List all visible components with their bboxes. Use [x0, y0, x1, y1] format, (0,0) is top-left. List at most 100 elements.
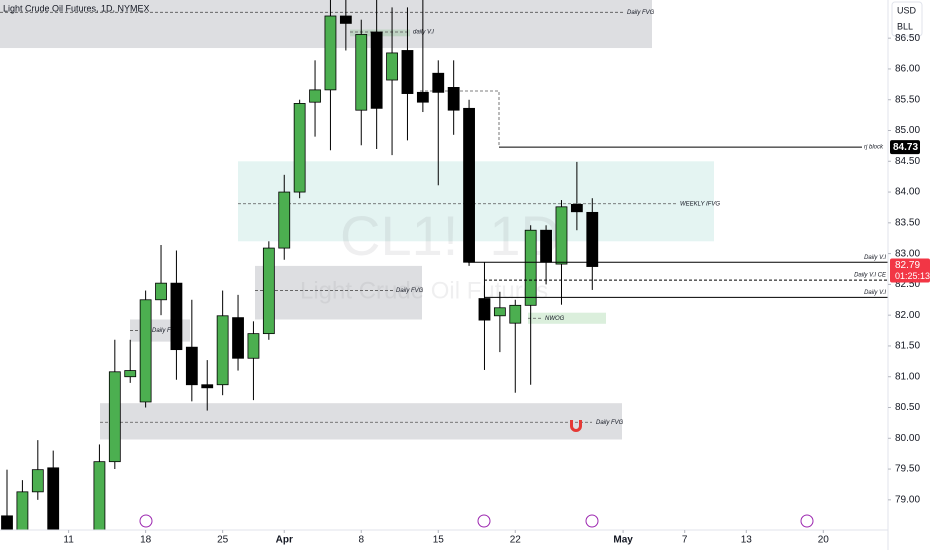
- candle-body: [355, 34, 368, 111]
- candle-body: [524, 229, 537, 306]
- level-label: Daily V.I: [864, 255, 886, 261]
- y-tick-label: 79.50: [895, 464, 920, 475]
- x-tick-label: 25: [217, 535, 229, 546]
- x-tick-label: 18: [140, 535, 152, 546]
- price-tag: [890, 140, 920, 155]
- event-icons: [139, 514, 814, 528]
- zone-label: WEEKLY IFVG: [680, 201, 720, 207]
- y-tick-label: 81.00: [895, 371, 920, 382]
- candle-body: [401, 50, 414, 94]
- event-icon: [139, 514, 153, 528]
- y-tick-label: 80.00: [895, 433, 920, 444]
- y-tick-label: 83.50: [895, 217, 920, 228]
- zone: [238, 161, 714, 242]
- candle-body: [185, 346, 198, 386]
- y-tick-label: 85.50: [895, 94, 920, 105]
- candle-body: [447, 87, 460, 111]
- candle-body: [1, 515, 13, 530]
- candle-body: [493, 307, 506, 317]
- x-tick-label: 20: [818, 535, 830, 546]
- y-tick-label: 84.50: [895, 156, 920, 167]
- x-tick-label: 11: [63, 535, 74, 546]
- zone-label: Daily FVG: [596, 420, 624, 426]
- y-tick-label: 79.00: [895, 494, 920, 505]
- level-label: Daily V.I CE: [854, 273, 887, 279]
- candle-body: [586, 211, 599, 267]
- unit[interactable]: BLL: [897, 21, 913, 31]
- x-tick-label: 15: [433, 535, 445, 546]
- magnet: [570, 420, 582, 432]
- candle-body: [216, 315, 229, 386]
- candle-body: [93, 461, 106, 530]
- connector: [420, 90, 500, 147]
- candle-body: [170, 282, 183, 351]
- level-label: rj block: [864, 145, 884, 151]
- x-tick-label: Apr: [276, 535, 293, 546]
- candle-body: [278, 191, 291, 249]
- candle-body: [262, 247, 275, 335]
- axes: 84.73 79.00 79.50 80.00 80.50 81.00 81.50 82.00…: [63, 33, 930, 546]
- x-tick-label: 7: [682, 535, 688, 546]
- y-tick-label: 86.50: [895, 33, 920, 44]
- currency[interactable]: USD: [897, 5, 917, 15]
- event-icon: [585, 514, 599, 528]
- currency-box[interactable]: [891, 1, 923, 37]
- candles: [1, 0, 599, 530]
- last-price: 82.79: [895, 260, 920, 271]
- zone-label: daily V.I: [413, 30, 434, 36]
- candle-body: [509, 304, 522, 324]
- candle-body: [416, 91, 429, 103]
- event-icon: [477, 514, 491, 528]
- levels: rj block Daily V.I Daily V.I CE Daily V.I: [468, 145, 888, 298]
- candle-body: [108, 371, 121, 463]
- candle-body: [232, 317, 244, 359]
- candle-body: [155, 282, 167, 301]
- x-tick-label: 13: [741, 535, 753, 546]
- candle-body: [570, 203, 583, 213]
- price-tag-label: 84.73: [893, 142, 918, 153]
- candle-body: [386, 52, 398, 81]
- event-icon: [800, 514, 814, 528]
- x-tick-label: 22: [510, 535, 522, 546]
- candle-body: [463, 107, 475, 263]
- zone: [255, 265, 422, 320]
- candle-body: [478, 298, 491, 321]
- symbol-title: Light Crude Oil Futures, 1D, NYMEX: [3, 3, 150, 13]
- zone: [100, 403, 622, 440]
- candle-body: [540, 229, 552, 263]
- candle-body: [201, 384, 214, 389]
- candle-body: [309, 89, 321, 103]
- zone-label: Daily FVG: [627, 10, 655, 16]
- zone-label: Daily FVG: [396, 288, 424, 294]
- level-label: Daily V.I: [864, 290, 886, 296]
- y-tick-label: 82.00: [895, 310, 920, 321]
- candle-body: [16, 491, 29, 530]
- zone-label: Daily FVG: [152, 328, 180, 334]
- y-tick-label: 82.50: [895, 279, 920, 290]
- candle-body: [139, 299, 152, 403]
- candle-body: [324, 15, 337, 91]
- candle-body: [339, 15, 352, 24]
- watermark-name: Light Crude Oil Futures: [300, 277, 548, 304]
- countdown: 01:25:13: [895, 271, 930, 281]
- candle-body: [370, 31, 383, 109]
- watermark: CL1!, 1D Light Crude Oil Futures: [300, 204, 561, 305]
- zones: Daily FVG daily V.I WEEKLY IFVG Daily FVG Da…: [0, 0, 720, 440]
- last-price-tag: [890, 258, 930, 283]
- candle-body: [247, 333, 260, 359]
- zone-label: NWOG: [545, 316, 565, 322]
- candle-body: [31, 469, 44, 493]
- y-tick-label: 86.00: [895, 64, 920, 75]
- candle-body: [293, 103, 306, 193]
- magnet-icon: [570, 420, 582, 432]
- y-tick-label: 83.00: [895, 248, 920, 259]
- candle-body: [555, 206, 568, 265]
- y-tick-label: 85.00: [895, 125, 920, 136]
- x-tick-label: 8: [358, 535, 364, 546]
- y-tick-label: 81.50: [895, 341, 920, 352]
- zone: [528, 312, 606, 324]
- candle-body: [124, 370, 137, 378]
- watermark-symbol: CL1!, 1D: [340, 204, 561, 267]
- candle-body: [432, 72, 445, 93]
